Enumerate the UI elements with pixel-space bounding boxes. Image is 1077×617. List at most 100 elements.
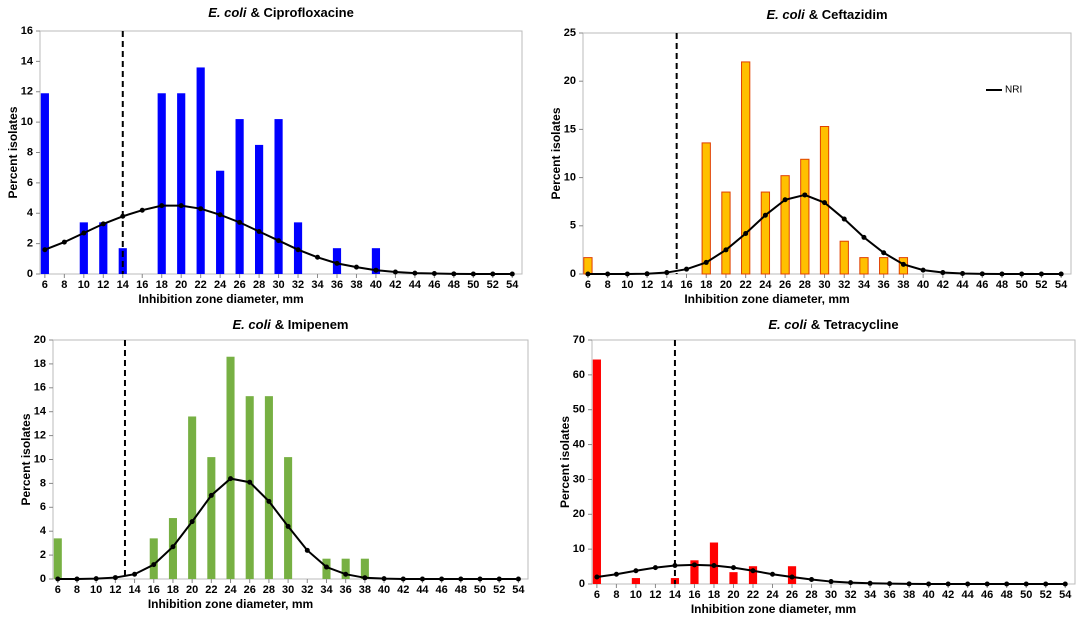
y-tick-label: 18 [34, 358, 46, 370]
x-tick-label: 26 [233, 279, 245, 291]
bar [40, 93, 49, 274]
x-tick-label: 36 [878, 279, 890, 291]
y-tick-label: 10 [34, 453, 46, 465]
x-tick-label: 48 [996, 279, 1008, 291]
curve-point [644, 271, 650, 277]
curve-point [470, 271, 476, 277]
x-tick-label: 26 [779, 279, 791, 291]
curve-point [74, 576, 80, 582]
curve-point [477, 576, 483, 582]
curve-point [723, 247, 729, 253]
x-tick-label: 36 [883, 589, 895, 601]
curve-point [822, 200, 828, 206]
x-tick-label: 20 [720, 279, 732, 291]
curve-point [266, 498, 272, 504]
x-tick-label: 22 [195, 279, 207, 291]
chart-title: E. coli & Tetracycline [768, 317, 898, 332]
x-tick-label: 44 [409, 279, 422, 291]
x-tick-label: 20 [186, 584, 198, 596]
curve-point [515, 576, 521, 582]
title-organism: E. coli [233, 317, 272, 332]
x-tick-label: 40 [378, 584, 390, 596]
x-tick-label: 12 [641, 279, 653, 291]
curve-point [159, 203, 165, 209]
x-tick-label: 22 [740, 279, 752, 291]
y-tick-label: 16 [34, 382, 46, 394]
curve-point [906, 581, 912, 587]
y-tick-label: 0 [40, 573, 46, 585]
curve-point [828, 579, 834, 585]
curve-point [881, 250, 887, 256]
bar [216, 170, 225, 274]
y-tick-label: 6 [27, 177, 33, 189]
curve-point [285, 523, 291, 529]
x-tick-label: 34 [320, 584, 333, 596]
bar [859, 257, 869, 275]
x-tick-label: 28 [263, 584, 275, 596]
curve-point [789, 574, 795, 580]
curve-point [490, 271, 496, 277]
y-tick-label: 0 [27, 268, 33, 280]
x-tick-label: 14 [128, 584, 141, 596]
x-tick-label: 32 [844, 589, 856, 601]
title-text: & Ciprofloxacine [251, 5, 354, 20]
x-tick-label: 24 [224, 584, 237, 596]
title-organism: E. coli [768, 317, 807, 332]
y-tick-label: 0 [579, 578, 585, 590]
curve-point [945, 581, 951, 587]
x-tick-label: 10 [621, 279, 633, 291]
x-tick-label: 20 [727, 589, 739, 601]
title-text: & Ceftazidim [809, 7, 888, 22]
x-tick-label: 18 [167, 584, 179, 596]
x-tick-label: 22 [205, 584, 217, 596]
curve-point [802, 192, 808, 198]
y-tick-label: 40 [573, 438, 585, 450]
bar [264, 396, 273, 579]
x-tick-label: 34 [858, 279, 871, 291]
curve-point [703, 259, 709, 265]
x-tick-label: 18 [708, 589, 720, 601]
x-tick-label: 30 [272, 279, 284, 291]
y-tick-label: 12 [21, 86, 33, 98]
x-tick-label: 40 [917, 279, 929, 291]
x-tick-label: 46 [981, 589, 993, 601]
curve-point [419, 576, 425, 582]
x-tick-label: 18 [700, 279, 712, 291]
curve-point [295, 247, 301, 253]
curve-point [594, 574, 600, 580]
x-tick-label: 32 [292, 279, 304, 291]
y-tick-label: 16 [21, 25, 33, 37]
curve-point [178, 203, 184, 209]
curve-point [762, 212, 768, 218]
curve-point [940, 270, 946, 276]
curve-point [42, 247, 48, 253]
curve-point [334, 260, 340, 266]
curve-point [439, 576, 445, 582]
curve-point [984, 581, 990, 587]
y-tick-label: 10 [564, 172, 576, 184]
y-axis-label: Percent isolates [549, 107, 563, 199]
x-tick-label: 36 [340, 584, 352, 596]
curve-point [770, 571, 776, 577]
x-tick-label: 38 [359, 584, 371, 596]
x-tick-label: 6 [585, 279, 591, 291]
bar [592, 359, 601, 584]
x-tick-label: 34 [864, 589, 877, 601]
x-axis-label: Inhibition zone diameter, mm [684, 292, 849, 306]
x-tick-label: 28 [805, 589, 817, 601]
y-tick-label: 10 [573, 543, 585, 555]
x-tick-label: 50 [1016, 279, 1028, 291]
y-tick-label: 6 [40, 501, 46, 513]
x-tick-label: 8 [613, 589, 619, 601]
x-tick-label: 44 [962, 589, 975, 601]
y-axis-label: Percent isolates [19, 413, 33, 505]
x-tick-label: 50 [1020, 589, 1032, 601]
x-tick-label: 6 [594, 589, 600, 601]
bar [79, 222, 88, 274]
curve-point [509, 271, 515, 277]
y-tick-label: 50 [573, 404, 585, 416]
x-tick-label: 54 [1055, 279, 1068, 291]
curve-point [381, 576, 387, 582]
bar [235, 119, 244, 275]
bar [99, 222, 108, 274]
